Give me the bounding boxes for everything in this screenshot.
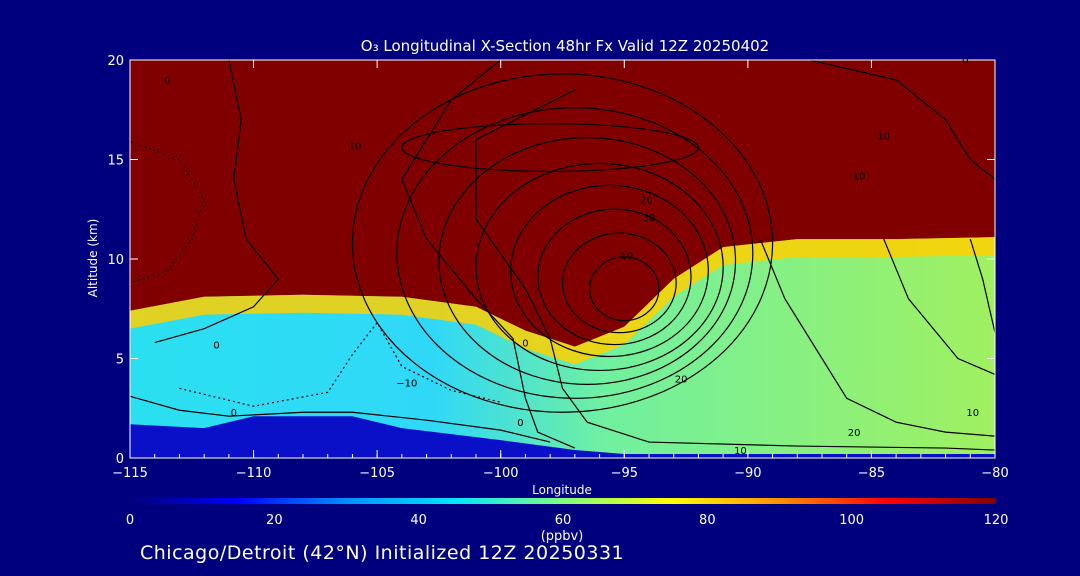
- contour-label: 30: [643, 213, 656, 224]
- contour-line: [969, 238, 995, 333]
- x-tick-label: −105: [359, 466, 395, 481]
- contour-line: [130, 141, 205, 284]
- contour-line: [401, 60, 576, 449]
- contour-label: 20: [640, 195, 653, 206]
- contour-label: 0: [962, 56, 968, 67]
- x-axis: −115 −110 −105 −100 −95 −90 −85 −80: [112, 60, 1009, 481]
- contour-label: 0: [164, 76, 170, 87]
- colorbar-tick-label: 80: [699, 513, 716, 528]
- contour-line: [561, 232, 677, 334]
- contour-line: [475, 162, 724, 372]
- init-info-footer: Chicago/Detroit (42°N) Initialized 12Z 2…: [140, 542, 625, 564]
- colorbar-tick-label: 60: [555, 513, 572, 528]
- x-tick-label: −115: [112, 466, 148, 481]
- contour-line: [401, 123, 700, 173]
- plot-area: [130, 60, 995, 458]
- colorbar: [130, 498, 996, 504]
- y-tick-label: 15: [107, 154, 124, 169]
- contour-line: [537, 208, 692, 346]
- colorbar-unit: (ppbv): [541, 529, 584, 544]
- chart-title: O₃ Longitudinal X-Section 48hr Fx Valid …: [361, 37, 769, 55]
- x-axis-label: Longitude: [532, 483, 592, 497]
- y-tick-label: 0: [116, 452, 124, 467]
- x-tick-label: −85: [858, 466, 885, 481]
- contour-label: 0: [231, 408, 237, 419]
- contour-label: 20: [675, 374, 688, 385]
- contour-line: [883, 238, 995, 375]
- contour-label: 0: [522, 339, 528, 350]
- contour-label: −10: [396, 378, 417, 389]
- y-axis: 0 5 10 15 20: [107, 54, 995, 467]
- y-tick-label: 5: [116, 353, 124, 368]
- colorbar-tick-label: 40: [410, 513, 427, 528]
- colorbar-tick-label: 120: [984, 513, 1009, 528]
- contour-label: 10: [349, 142, 362, 153]
- x-tick-label: −80: [981, 466, 1008, 481]
- x-tick-label: −95: [611, 466, 638, 481]
- contour-label: 20: [848, 428, 861, 439]
- contour-line: [475, 89, 995, 451]
- stratosphere-fill: [130, 60, 995, 347]
- contour-line: [809, 60, 995, 180]
- y-tick-label: 20: [107, 54, 124, 69]
- contour-line: [438, 137, 737, 385]
- y-tick-label: 10: [107, 253, 124, 268]
- contour-line: [589, 256, 660, 322]
- colorbar-tick-label: 20: [266, 513, 283, 528]
- contour-line: [351, 73, 774, 413]
- tropopause-transition-band: [130, 237, 995, 365]
- contour-lines: [130, 60, 995, 451]
- contour-line: [154, 60, 280, 344]
- contour-line: [510, 184, 709, 358]
- contour-label: 10: [734, 446, 747, 457]
- contour-labels: 0 0 10 10 10 20 30 10 0 −10 0 0 20 20 10 0 10: [164, 56, 979, 457]
- contour-label: 10: [877, 132, 890, 143]
- y-axis-label: Altitude (km): [86, 219, 100, 298]
- surface-layer-fill: [130, 416, 995, 458]
- colorbar-ticks: 0 20 40 60 80 100 120: [126, 513, 1009, 528]
- x-tick-label: −100: [483, 466, 519, 481]
- contour-label: 0: [213, 341, 219, 352]
- colorbar-tick-label: 100: [839, 513, 864, 528]
- contour-line: [396, 107, 754, 399]
- contour-label: 10: [966, 408, 979, 419]
- contour-label: 10: [853, 171, 866, 182]
- x-tick-label: −110: [236, 466, 272, 481]
- contour-line: [130, 395, 551, 443]
- colorbar-tick-label: 0: [126, 513, 134, 528]
- contour-line: [759, 238, 995, 437]
- contour-label: 0: [517, 418, 523, 429]
- contour-label: 10: [620, 251, 633, 262]
- x-tick-label: −90: [734, 466, 761, 481]
